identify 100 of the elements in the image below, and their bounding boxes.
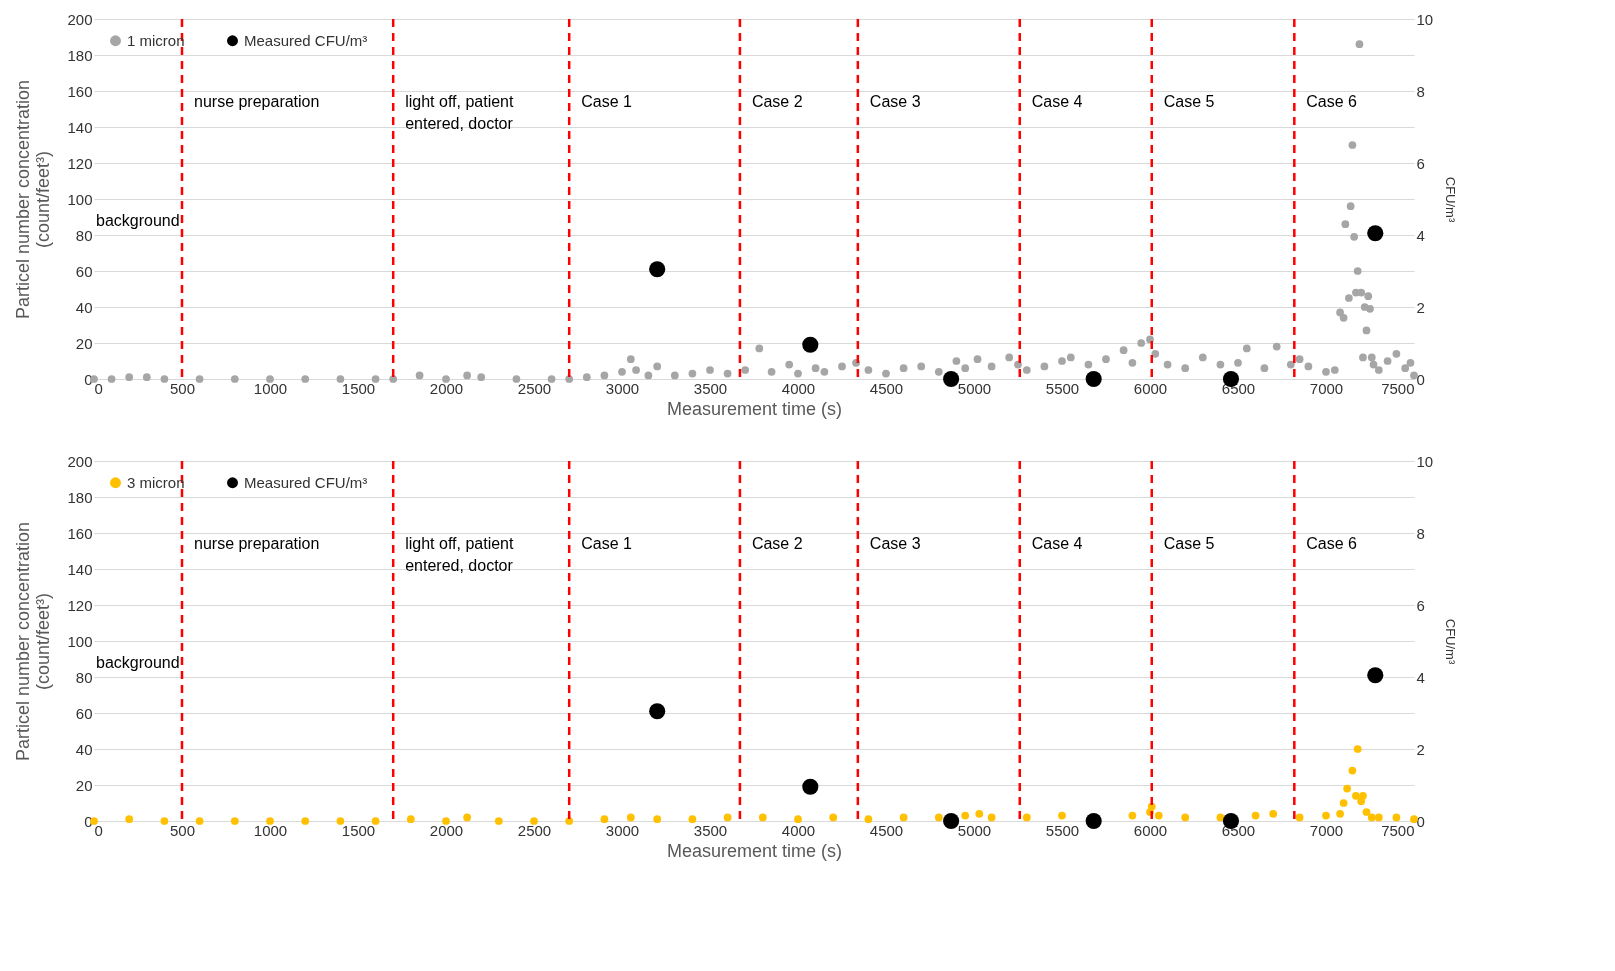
y-tick-label: 60 [75, 704, 93, 722]
x-tick-label: 5500 [1045, 379, 1080, 397]
ref-line-label: Case 4 [1031, 535, 1083, 552]
point [649, 703, 666, 720]
point [1392, 813, 1401, 822]
point [125, 815, 134, 824]
y-tick-label: 120 [67, 154, 93, 172]
y-tick-label: 40 [75, 740, 93, 758]
y2-tick-label: 4 [1416, 668, 1425, 686]
y-tick-label: 40 [75, 298, 93, 316]
y2-tick-label: 8 [1416, 82, 1425, 100]
x-tick-label: 1500 [341, 379, 376, 397]
x-tick-label: 3000 [605, 379, 640, 397]
ref-line-label: Case 4 [1031, 93, 1083, 110]
point [1410, 815, 1418, 824]
point [626, 813, 635, 822]
ref-line-label: Case 6 [1306, 535, 1358, 552]
point [1216, 813, 1225, 822]
point [1339, 799, 1348, 807]
y2-tick-label: 6 [1416, 596, 1425, 614]
legend-label: 3 micron [127, 473, 185, 491]
point [802, 336, 819, 353]
x-tick-label: 4500 [869, 821, 904, 839]
point [1343, 784, 1351, 793]
x-tick-label: 4000 [781, 379, 816, 397]
ref-line-label: Case 5 [1163, 93, 1215, 110]
x-tick-label: 1000 [253, 379, 288, 397]
point [1022, 813, 1031, 822]
x-tick-label: 5500 [1045, 821, 1080, 839]
legend-label: Measured CFU/m³ [244, 473, 368, 491]
ref-line-label: Case 2 [751, 93, 803, 110]
point [864, 815, 873, 824]
point [961, 811, 970, 820]
point [794, 815, 802, 824]
x-tick-label: 2500 [517, 821, 552, 839]
y-tick-label: 100 [67, 190, 93, 208]
point [1181, 813, 1190, 822]
point [1362, 808, 1371, 816]
y-axis-title: Particel number concentration (count/feet³) [13, 521, 54, 762]
y2-tick-label: 2 [1416, 298, 1425, 316]
y-tick-label: 20 [75, 334, 93, 352]
point [301, 817, 310, 825]
point [802, 778, 819, 795]
y-tick-label: 80 [75, 668, 93, 686]
x-axis-title: Measurement time (s) [666, 398, 843, 419]
x-tick-label: 500 [169, 821, 196, 839]
y-tick-label: 200 [67, 10, 93, 28]
point [1295, 813, 1304, 822]
point [1058, 811, 1066, 820]
y2-tick-label: 6 [1416, 154, 1425, 172]
point [1269, 809, 1278, 818]
legend-label: 1 micron [127, 31, 185, 49]
y-tick-label: 100 [67, 632, 93, 650]
point [230, 817, 239, 825]
point [688, 815, 697, 824]
point [653, 815, 662, 824]
point [1367, 225, 1384, 242]
x-tick-label: 1000 [253, 821, 288, 839]
x-tick-label: 4000 [781, 821, 816, 839]
y2-tick-label: 10 [1416, 452, 1434, 470]
point [987, 813, 996, 822]
point [1154, 811, 1163, 820]
x-tick-label: 1500 [341, 821, 376, 839]
x-tick-label: 4500 [869, 379, 904, 397]
x-tick-label: 3500 [693, 821, 728, 839]
y-tick-label: 140 [67, 118, 93, 136]
y-tick-label: 80 [75, 226, 93, 244]
ref-line-label: Case 1 [581, 535, 632, 552]
ref-line-label: light off, patient entered, doctor [405, 535, 514, 574]
y-tick-label: 120 [67, 596, 93, 614]
x-tick-label: 500 [169, 379, 196, 397]
x-tick-label: 3000 [605, 821, 640, 839]
y-tick-label: 180 [67, 488, 93, 506]
point [943, 370, 960, 388]
y2-tick-label: 8 [1416, 524, 1425, 542]
y-tick-label: 160 [67, 82, 93, 100]
y-tick-label: 200 [67, 452, 93, 470]
x-tick-label: 6000 [1133, 379, 1168, 397]
y-axis-title: Particel number concentration (count/feet³) [13, 79, 54, 320]
point [1147, 802, 1156, 811]
point [934, 813, 943, 822]
ref-line-label: Case 5 [1163, 535, 1215, 552]
ref-line-label: light off, patient entered, doctor [405, 93, 514, 132]
x-tick-label: 2000 [429, 821, 464, 839]
x-tick-label: 7000 [1309, 821, 1344, 839]
x-tick-label: 3500 [693, 379, 728, 397]
ref-line-label: nurse preparation [194, 93, 320, 110]
point [899, 813, 908, 822]
point [600, 815, 609, 824]
x-tick-label: 5000 [957, 379, 992, 397]
point [1367, 813, 1376, 822]
point [943, 812, 960, 830]
point [336, 817, 345, 825]
point [1367, 667, 1384, 684]
point [1336, 809, 1344, 818]
point [195, 817, 204, 825]
y-tick-label: 160 [67, 524, 93, 542]
x-tick-label: 5000 [957, 821, 992, 839]
point [1374, 813, 1383, 822]
ref-line-label: Case 3 [869, 535, 921, 552]
